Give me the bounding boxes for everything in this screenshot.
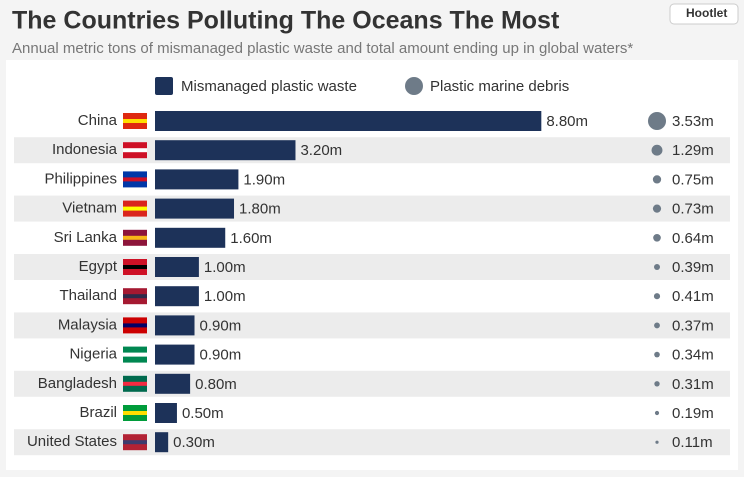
flag-detail [123,381,147,386]
bubble [654,322,660,329]
chart-title: The Countries Polluting The Oceans The M… [12,7,560,35]
value-label: 0.11m [672,434,713,451]
value-label: 0.64m [672,230,714,247]
value-label: 0.37m [672,317,714,334]
bar [155,344,195,365]
value-label: 3.53m [672,113,714,130]
bar [155,403,177,423]
value-label: 1.90m [243,171,285,188]
category-label: Indonesia [52,141,118,158]
brand-box [669,3,739,25]
category-label: Bangladesh [38,375,117,392]
value-label: 0.19m [672,405,714,422]
legend-swatch [405,77,423,95]
bar [155,140,296,161]
value-label: 0.90m [200,347,242,364]
value-label: 1.80m [239,201,281,218]
category-label: United States [27,433,117,450]
category-label: Vietnam [62,200,117,217]
category-label: Thailand [59,287,117,304]
category-label: Philippines [44,170,117,187]
chart-subtitle: Annual metric tons of mismanaged plastic… [12,40,633,57]
value-label: 0.34m [672,347,714,364]
legend-swatch [155,77,173,95]
value-label: 0.80m [195,376,237,393]
flag-detail [123,148,147,153]
category-label: Sri Lanka [54,229,118,246]
row-band [14,195,730,222]
category-label: Nigeria [69,346,117,363]
bar [155,198,235,219]
brand: Hootlet [686,6,727,20]
bubble [652,204,662,213]
flag-detail [123,177,147,182]
category-label: Malaysia [58,316,118,333]
row-band [14,137,730,164]
row-band [14,429,730,456]
category-label: Brazil [79,404,117,421]
value-label: 1.00m [204,259,246,276]
value-label: 0.90m [200,317,242,334]
value-label: 0.73m [672,201,714,218]
bubble [654,381,660,387]
bubble [653,293,661,300]
value-label: 0.50m [182,405,224,422]
value-label: 1.00m [204,288,246,305]
value-label: 3.20m [300,142,342,159]
legend-label: Plastic marine debris [430,78,569,95]
bar [155,111,542,131]
value-label: 8.80m [546,113,588,130]
flag-detail [123,352,147,357]
bubble [654,264,660,270]
value-label: 1.29m [672,142,714,159]
bubble [654,351,660,358]
bar [155,373,191,394]
value-label: 0.75m [672,171,714,188]
row-band [14,254,730,280]
bar [155,227,226,248]
bubble [654,410,660,416]
bubble [652,175,662,184]
bar [155,286,199,307]
flag-detail [123,265,147,269]
bar [155,257,199,277]
flag-detail [123,294,147,299]
value-label: 1.60m [230,230,272,247]
bar [155,432,169,453]
category-label: Egypt [79,258,118,275]
value-label: 0.39m [672,259,714,276]
bubble [651,144,663,156]
flag-detail [123,235,147,240]
value-label: 0.41m [672,288,714,305]
flag-detail [123,323,147,328]
value-label: 0.30m [173,434,215,451]
flag-detail [123,119,147,123]
category-label: China [78,112,118,129]
row-band [14,312,730,339]
bubble [647,111,667,131]
bar [155,169,239,190]
flag-detail [123,411,147,415]
legend-label: Mismanaged plastic waste [181,78,357,95]
flag-detail [123,440,147,445]
bubble [653,233,661,242]
flag-detail [123,206,147,211]
value-label: 0.31m [672,376,714,393]
row-band [14,370,730,397]
bubble [655,440,659,444]
bar [155,315,195,336]
